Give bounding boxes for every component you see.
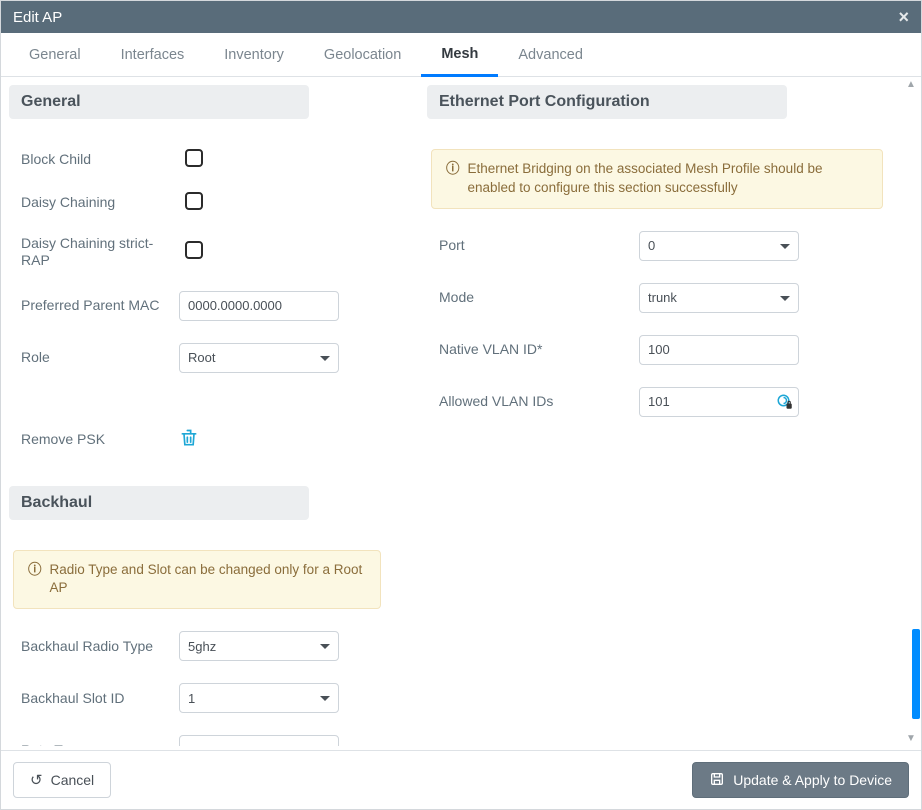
select-port[interactable]: 0 <box>639 231 799 261</box>
checkbox-daisy-strict-rap[interactable] <box>185 241 203 259</box>
tab-general[interactable]: General <box>9 33 101 77</box>
scroll-down-icon[interactable]: ▼ <box>901 733 921 744</box>
update-apply-button-label: Update & Apply to Device <box>733 772 892 788</box>
label-pref-parent-mac: Preferred Parent MAC <box>21 297 179 314</box>
label-backhaul-slot-id: Backhaul Slot ID <box>21 690 179 707</box>
trash-icon[interactable] <box>179 436 199 452</box>
checkbox-block-child[interactable] <box>185 149 203 167</box>
select-backhaul-radio-type-value: 5ghz <box>188 639 216 654</box>
content: General Block Child Daisy Chaining Daisy… <box>1 77 901 746</box>
checkbox-daisy-chaining[interactable] <box>185 192 203 210</box>
input-native-vlan[interactable] <box>639 335 799 365</box>
edit-ap-modal: Edit AP × General Interfaces Inventory G… <box>0 0 922 810</box>
label-block-child: Block Child <box>21 151 179 168</box>
update-apply-button[interactable]: Update & Apply to Device <box>692 762 909 798</box>
info-backhaul: ⓘ Radio Type and Slot can be changed onl… <box>13 550 381 610</box>
label-remove-psk: Remove PSK <box>21 431 179 448</box>
tab-interfaces[interactable]: Interfaces <box>101 33 205 77</box>
scrollbar[interactable]: ▲ ▼ <box>901 77 921 746</box>
label-mode: Mode <box>439 289 639 306</box>
label-backhaul-radio-type: Backhaul Radio Type <box>21 638 179 655</box>
tab-mesh[interactable]: Mesh <box>421 33 498 77</box>
cancel-button-label: Cancel <box>51 772 95 788</box>
select-backhaul-slot-id[interactable]: 1 <box>179 683 339 713</box>
input-allowed-vlan-value: 101 <box>648 394 670 409</box>
modal-header: Edit AP × <box>1 1 921 33</box>
scroll-up-icon[interactable]: ▲ <box>901 79 921 90</box>
select-port-value: 0 <box>648 238 655 253</box>
modal-title: Edit AP <box>13 9 62 26</box>
undo-icon: ↺ <box>30 771 43 789</box>
tab-advanced[interactable]: Advanced <box>498 33 603 77</box>
label-role: Role <box>21 349 179 366</box>
select-role[interactable]: Root <box>179 343 339 373</box>
section-title-backhaul: Backhaul <box>9 486 309 520</box>
select-role-value: Root <box>188 350 215 365</box>
tab-geolocation[interactable]: Geolocation <box>304 33 421 77</box>
label-port: Port <box>439 237 639 254</box>
modal-footer: ↺ Cancel Update & Apply to Device <box>1 751 921 809</box>
select-backhaul-slot-id-value: 1 <box>188 691 195 706</box>
label-native-vlan: Native VLAN ID* <box>439 341 639 358</box>
lock-icon <box>776 393 794 411</box>
info-eth: ⓘ Ethernet Bridging on the associated Me… <box>431 149 883 209</box>
tab-inventory[interactable]: Inventory <box>204 33 304 77</box>
select-backhaul-radio-type[interactable]: 5ghz <box>179 631 339 661</box>
tabs: General Interfaces Inventory Geolocation… <box>1 33 921 77</box>
select-mode-value: trunk <box>648 290 677 305</box>
select-rate-types-value: auto <box>188 743 213 746</box>
label-daisy-chaining: Daisy Chaining <box>21 194 179 211</box>
select-mode[interactable]: trunk <box>639 283 799 313</box>
info-icon: ⓘ <box>28 561 42 599</box>
close-icon[interactable]: × <box>898 7 909 28</box>
label-daisy-strict-rap: Daisy Chaining strict-RAP <box>21 235 179 269</box>
label-rate-types: Rate Types <box>21 742 179 746</box>
section-title-eth: Ethernet Port Configuration <box>427 85 787 119</box>
save-icon <box>709 771 725 790</box>
info-icon: ⓘ <box>446 160 460 198</box>
info-eth-text: Ethernet Bridging on the associated Mesh… <box>468 160 869 198</box>
content-scroll-area: General Block Child Daisy Chaining Daisy… <box>1 77 921 751</box>
select-rate-types[interactable]: auto <box>179 735 339 746</box>
info-backhaul-text: Radio Type and Slot can be changed only … <box>50 561 367 599</box>
input-allowed-vlan[interactable]: 101 <box>639 387 799 417</box>
label-allowed-vlan: Allowed VLAN IDs <box>439 393 639 410</box>
section-title-general: General <box>9 85 309 119</box>
cancel-button[interactable]: ↺ Cancel <box>13 762 111 798</box>
scroll-thumb[interactable] <box>912 629 920 719</box>
input-pref-parent-mac[interactable] <box>179 291 339 321</box>
